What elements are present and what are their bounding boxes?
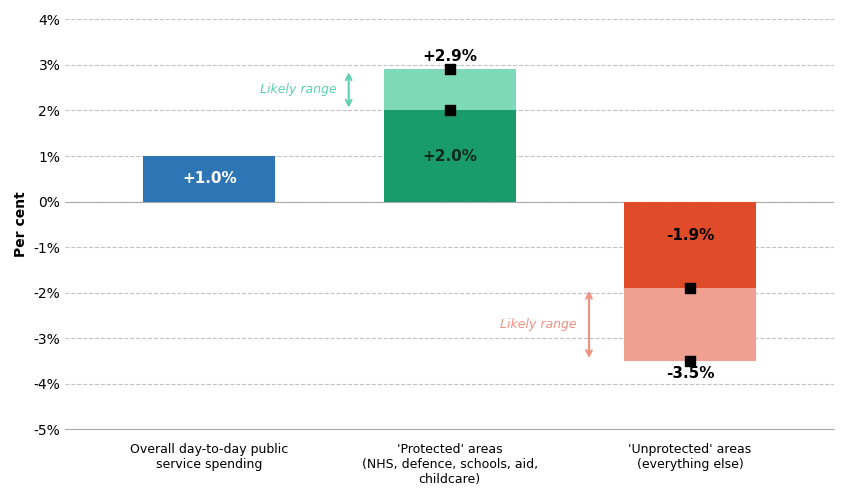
Text: -3.5%: -3.5%	[666, 366, 714, 382]
Bar	[624, 202, 756, 288]
Bar	[383, 70, 516, 110]
Text: Likely range: Likely range	[260, 84, 337, 96]
Bar	[143, 156, 276, 202]
Y-axis label: Per cent: Per cent	[14, 192, 28, 257]
Point	[683, 357, 697, 365]
Text: +1.0%: +1.0%	[182, 172, 237, 186]
Point	[443, 66, 456, 74]
Bar	[624, 288, 756, 361]
Text: Likely range: Likely range	[500, 318, 577, 331]
Bar	[383, 110, 516, 202]
Text: +2.9%: +2.9%	[422, 49, 477, 64]
Point	[443, 106, 456, 114]
Point	[683, 284, 697, 292]
Text: -1.9%: -1.9%	[666, 228, 714, 243]
Text: +2.0%: +2.0%	[422, 148, 477, 164]
